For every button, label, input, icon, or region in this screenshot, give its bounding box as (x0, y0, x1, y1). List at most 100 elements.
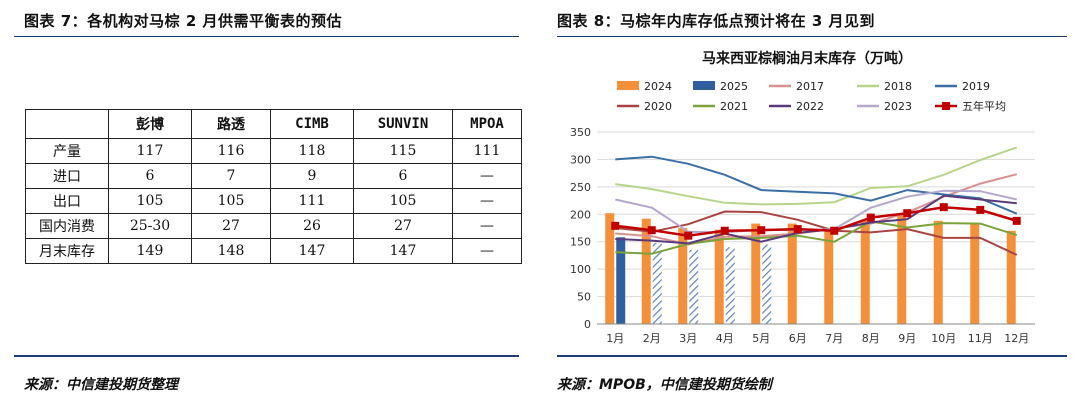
table-header-cell (25, 109, 109, 139)
x-tick-label: 3月 (679, 332, 697, 345)
chart-bars (605, 213, 1016, 324)
five-year-avg-marker (611, 221, 620, 230)
five-year-avg-marker (939, 203, 948, 212)
bar-2024 (641, 218, 651, 324)
right-source-note: 来源：MPOB，中信建投期货绘制 (557, 377, 772, 393)
table-row: 月末库存 149 148 147 147 — (25, 238, 522, 264)
x-tick-label: 8月 (862, 332, 880, 345)
five-year-avg-marker (720, 226, 729, 235)
table-row: 进口 6 7 9 6 — (25, 163, 522, 189)
bar-2024 (678, 228, 688, 324)
table-cell: — (452, 238, 522, 264)
table-cell: 111 (452, 138, 522, 164)
x-tick-label: 12月 (1004, 332, 1029, 345)
table-row-label: 产量 (25, 138, 109, 164)
x-tick-label: 10月 (931, 332, 956, 345)
table-row: 产量 117 116 118 115 111 (25, 138, 522, 164)
table-cell: 147 (270, 238, 354, 264)
legend-label: 2025 (720, 80, 748, 93)
inventory-chart: 2024 2025 2017 2018 2019 2020 2021 2022 2023 五年平均… (570, 80, 1035, 345)
y-tick-label: 250 (570, 181, 591, 194)
bar-2024 (897, 213, 907, 324)
table-header-cell: 彭博 (108, 109, 192, 139)
table-cell: 7 (191, 163, 271, 189)
chart-grid (597, 131, 1035, 325)
table-row-label: 国内消费 (25, 213, 109, 239)
series-line-2018 (615, 146, 1018, 206)
table-cell: 111 (270, 188, 354, 214)
x-tick-label: 9月 (898, 332, 916, 345)
y-tick-label: 200 (570, 208, 591, 221)
table-header-cell: CIMB (270, 109, 354, 139)
five-year-avg-marker (976, 205, 985, 214)
x-tick-label: 1月 (606, 332, 624, 345)
five-year-avg-marker (757, 226, 766, 235)
legend-label: 2024 (644, 80, 672, 93)
chart-axes: 0 50 100 150 200 250 300 350 1月 2月 3月 4月 5月 6月 7月 8月 9月 1… (570, 126, 1035, 345)
bar-2025-estimate (762, 244, 772, 324)
five-year-avg-marker (866, 213, 875, 222)
y-tick-label: 350 (570, 126, 591, 139)
chart-lines (611, 146, 1021, 256)
left-source-note: 来源：中信建投期货整理 (24, 377, 178, 393)
left-bottom-rule (14, 355, 519, 357)
table-cell: 27 (191, 213, 271, 239)
y-tick-label: 300 (570, 153, 591, 166)
table-cell: 25-30 (108, 213, 192, 239)
series-line-2019 (615, 155, 1018, 215)
legend-swatch (693, 81, 715, 90)
five-year-avg-marker (684, 231, 693, 240)
legend-swatch (617, 81, 639, 90)
table-header-cell: SUNVIN (353, 109, 453, 139)
table-cell: 27 (353, 213, 453, 239)
five-year-avg-marker (903, 209, 912, 218)
legend-marker (942, 102, 950, 110)
bar-2024 (787, 223, 797, 324)
bar-2024 (933, 220, 943, 324)
x-tick-label: 4月 (716, 332, 734, 345)
table-cell: 117 (108, 138, 192, 164)
bar-2025-estimate (725, 247, 735, 324)
legend-label: 2021 (720, 100, 748, 113)
table-cell: 148 (191, 238, 271, 264)
table-cell: 116 (191, 138, 271, 164)
table-cell: — (452, 188, 522, 214)
table-cell: 105 (353, 188, 453, 214)
table-cell: 118 (270, 138, 354, 164)
x-tick-label: 2月 (643, 332, 661, 345)
x-tick-label: 11月 (968, 332, 993, 345)
table-cell: 9 (270, 163, 354, 189)
table-row: 出口 105 105 111 105 — (25, 188, 522, 214)
bar-2024 (1006, 230, 1016, 324)
table-header-cell: 路透 (191, 109, 271, 139)
bar-2024 (751, 223, 761, 324)
table-row-label: 月末库存 (25, 238, 109, 264)
table-row-label: 进口 (25, 163, 109, 189)
y-tick-label: 0 (584, 318, 591, 331)
series-line-2021 (615, 220, 1018, 255)
legend-label: 五年平均 (962, 99, 1006, 113)
legend-label: 2018 (884, 80, 912, 93)
legend-label: 2017 (796, 80, 824, 93)
table-cell: 149 (108, 238, 192, 264)
right-title-rule (557, 36, 1067, 37)
bar-2024 (970, 223, 980, 324)
right-bottom-rule (557, 355, 1067, 357)
bar-2024 (824, 229, 834, 324)
y-tick-label: 100 (570, 263, 591, 276)
bar-2024 (860, 220, 870, 324)
table-cell: 26 (270, 213, 354, 239)
chart-title: 马来西亚棕榈油月末库存（万吨） (702, 51, 912, 67)
table-cell: — (452, 163, 522, 189)
table-row: 国内消费 25-30 27 26 27 — (25, 213, 522, 239)
left-panel-title: 图表 7：各机构对马棕 2 月供需平衡表的预估 (24, 12, 343, 30)
five-year-avg-marker (793, 225, 802, 234)
bar-2025 (616, 237, 626, 324)
bar-2024 (714, 229, 724, 324)
table-cell: 105 (108, 188, 192, 214)
table-row-label: 出口 (25, 188, 109, 214)
table-cell: 115 (353, 138, 453, 164)
right-panel-title: 图表 8：马棕年内库存低点预计将在 3 月见到 (557, 12, 876, 30)
x-tick-label: 7月 (825, 332, 843, 345)
legend-label: 2022 (796, 100, 824, 113)
